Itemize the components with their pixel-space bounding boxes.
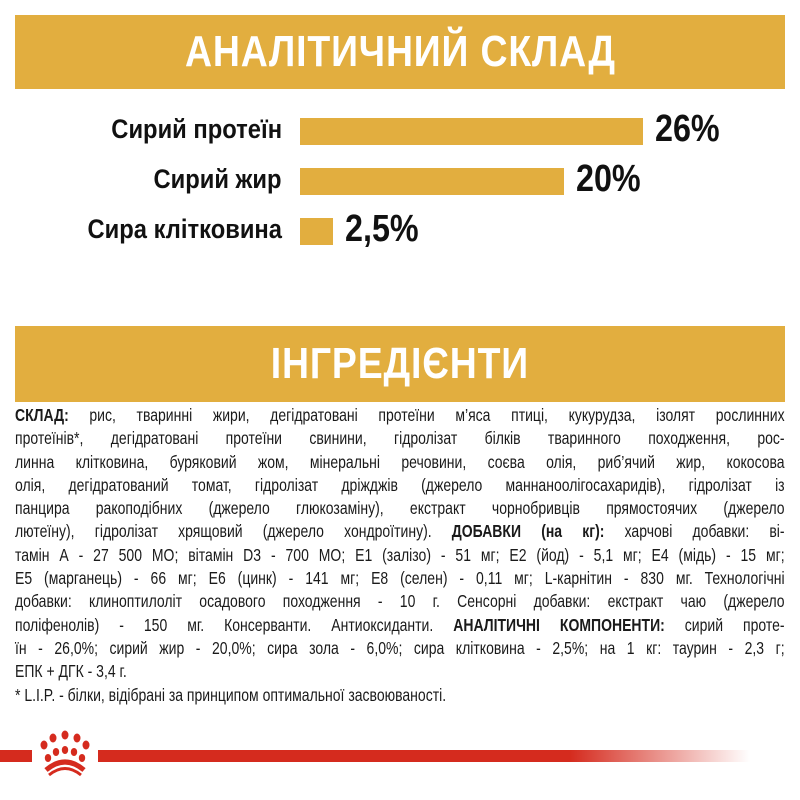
category-label: Сира клітковина bbox=[87, 214, 282, 244]
section-label: СКЛАД: bbox=[15, 405, 69, 425]
analytic-title: АНАЛІТИЧНИЙ СКЛАД bbox=[184, 27, 616, 76]
text-line: лютеїну), гідролізат хрящовий (джерело х… bbox=[15, 520, 785, 543]
category-label: Сирий жир bbox=[153, 164, 282, 194]
text-segment: добавки: клиноптилоліт осадового походже… bbox=[15, 591, 785, 612]
text-line: їн - 26,0%; сирий жир - 20,0%; сира зола… bbox=[15, 637, 785, 660]
text-segment: їн - 26,0%; сирий жир - 20,0%; сира зола… bbox=[15, 637, 785, 658]
ingredients-text: СКЛАД: рис, тваринні жири, дегідратовані… bbox=[15, 404, 785, 707]
text-segment: панцира ракоподібних (джерело глюкозамін… bbox=[15, 498, 785, 519]
chart-row: Сира клітковина 2,5% bbox=[0, 208, 800, 250]
text-line: добавки: клиноптилоліт осадового походже… bbox=[15, 590, 785, 613]
text-line: E5 (марганець) - 66 мг; E6 (цинк) - 141 … bbox=[15, 567, 785, 590]
text-segment: поліфенолів) - 150 мг. Консерванти. Анти… bbox=[15, 614, 454, 635]
ingredients-header: ІНГРЕДІЄНТИ bbox=[15, 326, 785, 402]
value-label: 26% bbox=[655, 108, 720, 150]
text-segment: протеїнів*, дегідратовані протеїни свини… bbox=[15, 428, 785, 449]
text-segment: харчові добавки: ві- bbox=[604, 521, 785, 542]
text-line: СКЛАД: рис, тваринні жири, дегідратовані… bbox=[15, 404, 785, 427]
text-segment: олія, дегідратований томат, гідролізат д… bbox=[15, 474, 785, 495]
category-label: Сирий протеїн bbox=[111, 114, 282, 144]
text-segment: E5 (марганець) - 66 мг; E6 (цинк) - 141 … bbox=[15, 568, 785, 589]
value-label: 20% bbox=[575, 158, 641, 200]
text-line: поліфенолів) - 150 мг. Консерванти. Анти… bbox=[15, 614, 785, 637]
bar bbox=[300, 168, 564, 195]
bar bbox=[300, 218, 333, 245]
text-segment: рис, тваринні жири, дегідратовані протеї… bbox=[68, 405, 785, 425]
text-line: линна клітковина, буряковий жом, мінерал… bbox=[15, 451, 785, 474]
section-label: ДОБАВКИ (на кг): bbox=[451, 521, 605, 542]
text-segment: * L.I.P. - білки, відібрані за принципом… bbox=[15, 684, 447, 705]
text-segment: тамін А - 27 500 МО; вітамін D3 - 700 МО… bbox=[15, 544, 785, 565]
text-line: протеїнів*, дегідратовані протеїни свини… bbox=[15, 427, 785, 450]
text-line: * L.I.P. - білки, відібрані за принципом… bbox=[15, 684, 785, 707]
section-label: АНАЛІТИЧНІ КОМПОНЕНТИ: bbox=[453, 614, 665, 635]
text-line: ЕПК + ДГК - 3,4 г. bbox=[15, 660, 785, 683]
chart-row: Сирий протеїн 26% bbox=[0, 108, 800, 150]
text-line: олія, дегідратований томат, гідролізат д… bbox=[15, 474, 785, 497]
value-label: 2,5% bbox=[345, 208, 419, 250]
text-segment: ЕПК + ДГК - 3,4 г. bbox=[15, 661, 127, 682]
royal-canin-crown-icon bbox=[32, 728, 98, 778]
text-segment: сирий проте- bbox=[664, 614, 785, 635]
analytic-header: АНАЛІТИЧНИЙ СКЛАД bbox=[15, 15, 785, 89]
text-line: тамін А - 27 500 МО; вітамін D3 - 700 МО… bbox=[15, 544, 785, 567]
chart-row: Сирий жир 20% bbox=[0, 158, 800, 200]
text-segment: лютеїну), гідролізат хрящовий (джерело х… bbox=[15, 521, 452, 542]
text-line: панцира ракоподібних (джерело глюкозамін… bbox=[15, 497, 785, 520]
brand-divider-line bbox=[0, 750, 750, 762]
ingredients-title: ІНГРЕДІЄНТИ bbox=[270, 339, 530, 388]
bar bbox=[300, 118, 643, 145]
text-segment: линна клітковина, буряковий жом, мінерал… bbox=[15, 451, 785, 472]
